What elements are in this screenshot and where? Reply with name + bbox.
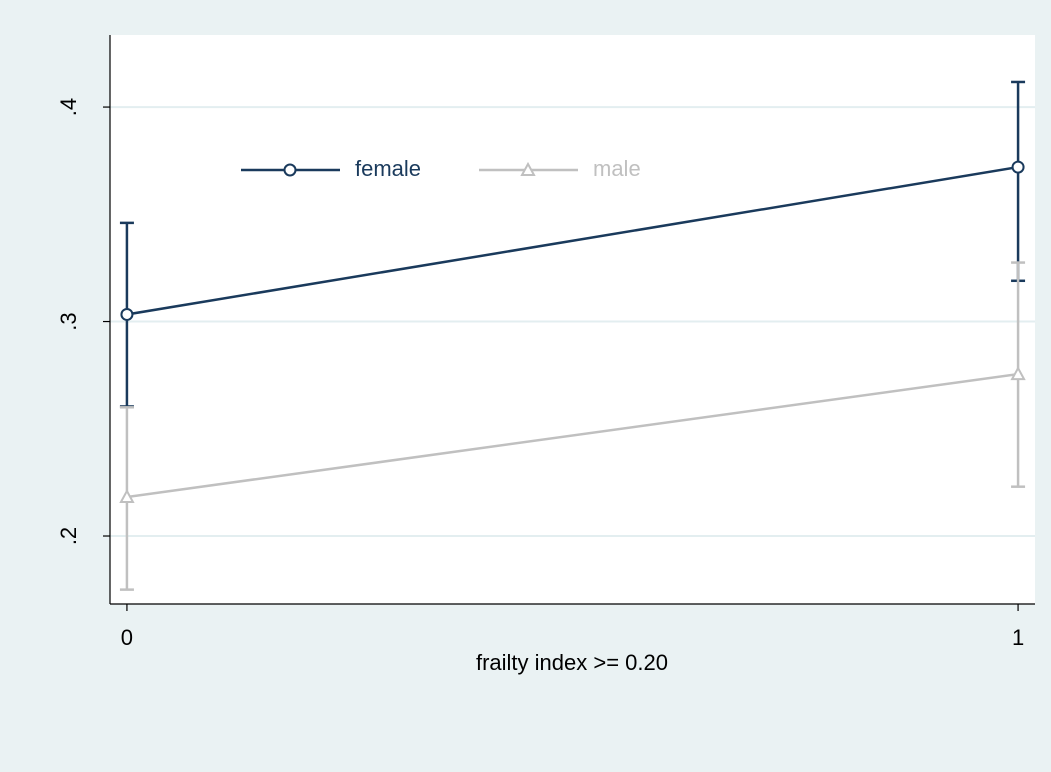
x-tick-label: 0	[121, 625, 133, 650]
legend-label: female	[355, 156, 421, 181]
y-tick-label: .2	[56, 527, 81, 545]
plot-area	[110, 35, 1035, 604]
data-point	[1011, 160, 1025, 174]
x-axis-label: frailty index >= 0.20	[476, 650, 668, 675]
data-point	[1010, 365, 1026, 381]
legend-marker	[520, 161, 536, 176]
y-tick-label: .3	[56, 312, 81, 330]
x-tick-label: 1	[1012, 625, 1024, 650]
series-line	[126, 372, 1019, 499]
data-point	[119, 488, 135, 503]
series-line	[126, 165, 1019, 316]
legend-label: male	[593, 156, 641, 181]
data-point	[120, 307, 134, 321]
legend-marker	[283, 163, 297, 177]
y-tick-label: .4	[56, 98, 81, 116]
